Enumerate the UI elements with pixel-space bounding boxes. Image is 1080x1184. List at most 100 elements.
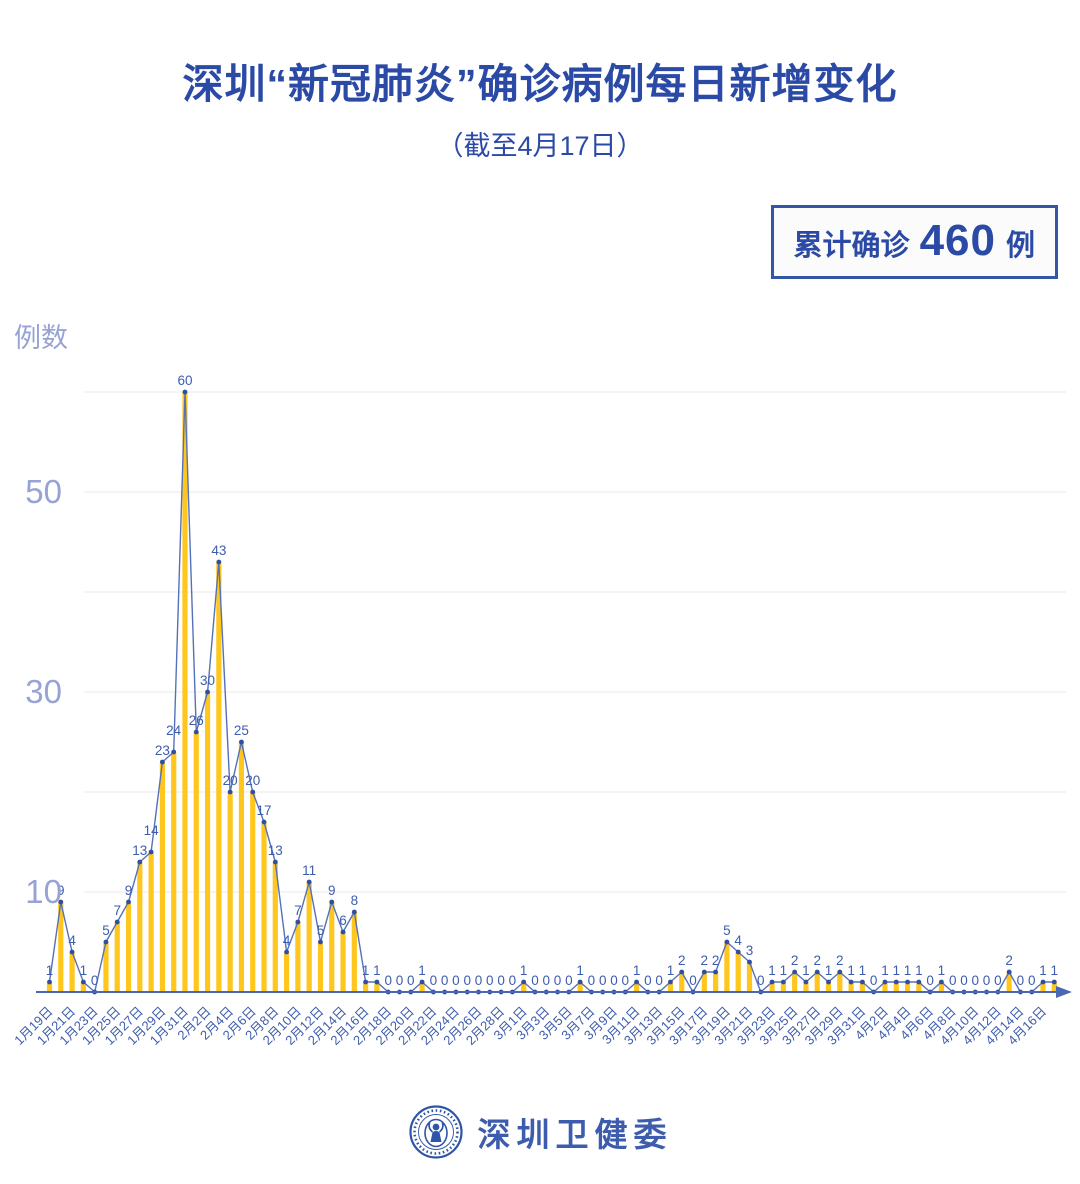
svg-text:9: 9	[125, 883, 133, 898]
svg-text:2: 2	[678, 953, 686, 968]
svg-text:1: 1	[418, 963, 426, 978]
svg-text:1: 1	[780, 963, 788, 978]
svg-text:0: 0	[644, 973, 652, 988]
svg-text:0: 0	[689, 973, 697, 988]
svg-text:0: 0	[531, 973, 539, 988]
svg-text:2: 2	[1005, 953, 1013, 968]
svg-text:0: 0	[475, 973, 483, 988]
svg-text:50: 50	[25, 473, 62, 510]
svg-text:0: 0	[994, 973, 1002, 988]
svg-text:0: 0	[396, 973, 404, 988]
svg-text:24: 24	[166, 723, 182, 738]
y-axis-tick-labels: 50 30 10	[25, 473, 62, 910]
svg-text:1: 1	[881, 963, 889, 978]
svg-text:1: 1	[904, 963, 912, 978]
svg-text:1: 1	[80, 963, 88, 978]
svg-text:14: 14	[144, 823, 160, 838]
svg-text:0: 0	[430, 973, 438, 988]
page-subtitle: （截至4月17日）	[436, 131, 644, 161]
svg-text:2: 2	[701, 953, 709, 968]
svg-text:1: 1	[667, 963, 675, 978]
svg-text:25: 25	[234, 723, 249, 738]
cumulative-total-badge: 累计确诊 460 例	[770, 205, 1058, 279]
badge-unit-label: 例	[1005, 230, 1035, 262]
svg-text:2: 2	[791, 953, 799, 968]
svg-text:4: 4	[68, 933, 76, 948]
svg-text:5: 5	[723, 923, 731, 938]
svg-text:0: 0	[565, 973, 573, 988]
svg-text:1: 1	[768, 963, 776, 978]
svg-text:0: 0	[543, 973, 551, 988]
svg-text:10: 10	[25, 873, 62, 910]
svg-text:4: 4	[734, 933, 742, 948]
svg-text:0: 0	[554, 973, 562, 988]
svg-text:7: 7	[113, 903, 121, 918]
svg-text:1: 1	[802, 963, 810, 978]
value-labels: 1941057913142324602630432025201713471159…	[46, 373, 1058, 988]
svg-text:0: 0	[486, 973, 494, 988]
svg-text:0: 0	[960, 973, 968, 988]
svg-text:2: 2	[813, 953, 821, 968]
y-axis-title: 例数	[14, 323, 68, 353]
svg-text:4: 4	[283, 933, 291, 948]
shenzhen-health-commission-logo-icon	[408, 1105, 463, 1159]
svg-text:1: 1	[859, 963, 867, 978]
svg-text:0: 0	[949, 973, 957, 988]
svg-text:0: 0	[599, 973, 607, 988]
svg-text:0: 0	[452, 973, 460, 988]
svg-text:0: 0	[463, 973, 471, 988]
svg-text:1: 1	[362, 963, 370, 978]
x-axis	[36, 986, 1072, 998]
svg-text:0: 0	[870, 973, 878, 988]
svg-text:26: 26	[189, 713, 204, 728]
bars	[46, 392, 1057, 992]
svg-text:23: 23	[155, 743, 170, 758]
svg-text:43: 43	[211, 543, 226, 558]
daily-cases-chart: 1941057913142324602630432025201713471159…	[11, 373, 1072, 1048]
svg-text:0: 0	[91, 973, 99, 988]
svg-text:7: 7	[294, 903, 302, 918]
svg-text:0: 0	[509, 973, 517, 988]
badge-prefix-label: 累计确诊	[793, 230, 910, 262]
svg-text:0: 0	[655, 973, 663, 988]
svg-text:0: 0	[983, 973, 991, 988]
footer: 深圳卫健委	[0, 1104, 1080, 1160]
svg-text:30: 30	[25, 673, 62, 710]
svg-text:0: 0	[757, 973, 765, 988]
svg-text:1: 1	[633, 963, 641, 978]
svg-text:0: 0	[497, 973, 505, 988]
svg-text:1: 1	[825, 963, 833, 978]
svg-text:9: 9	[328, 883, 336, 898]
svg-text:0: 0	[384, 973, 392, 988]
svg-text:2: 2	[712, 953, 720, 968]
svg-text:1: 1	[373, 963, 381, 978]
svg-text:13: 13	[132, 843, 147, 858]
svg-text:0: 0	[610, 973, 618, 988]
svg-text:1: 1	[892, 963, 900, 978]
svg-text:30: 30	[200, 673, 215, 688]
svg-text:20: 20	[245, 773, 260, 788]
svg-text:1: 1	[847, 963, 855, 978]
badge-total-value: 460	[919, 216, 996, 265]
svg-text:11: 11	[302, 863, 316, 878]
svg-text:3: 3	[746, 943, 754, 958]
svg-text:0: 0	[1028, 973, 1036, 988]
svg-text:1: 1	[938, 963, 946, 978]
svg-text:8: 8	[351, 893, 359, 908]
svg-text:13: 13	[268, 843, 283, 858]
x-axis-labels: 1月19日1月21日1月23日1月25日1月27日1月29日1月31日2月2日2…	[11, 1004, 1049, 1048]
svg-text:60: 60	[177, 373, 192, 388]
svg-text:0: 0	[1017, 973, 1025, 988]
gridlines	[84, 391, 1066, 893]
svg-text:1: 1	[46, 963, 54, 978]
svg-text:0: 0	[972, 973, 980, 988]
page-title: 深圳“新冠肺炎”确诊病例每日新增变化	[182, 61, 898, 107]
svg-text:6: 6	[339, 913, 347, 928]
svg-text:0: 0	[622, 973, 630, 988]
svg-text:2: 2	[836, 953, 844, 968]
header: 深圳“新冠肺炎”确诊病例每日新增变化 （截至4月17日）	[0, 50, 1080, 163]
svg-text:5: 5	[102, 923, 110, 938]
svg-text:0: 0	[926, 973, 934, 988]
svg-text:1: 1	[915, 963, 923, 978]
